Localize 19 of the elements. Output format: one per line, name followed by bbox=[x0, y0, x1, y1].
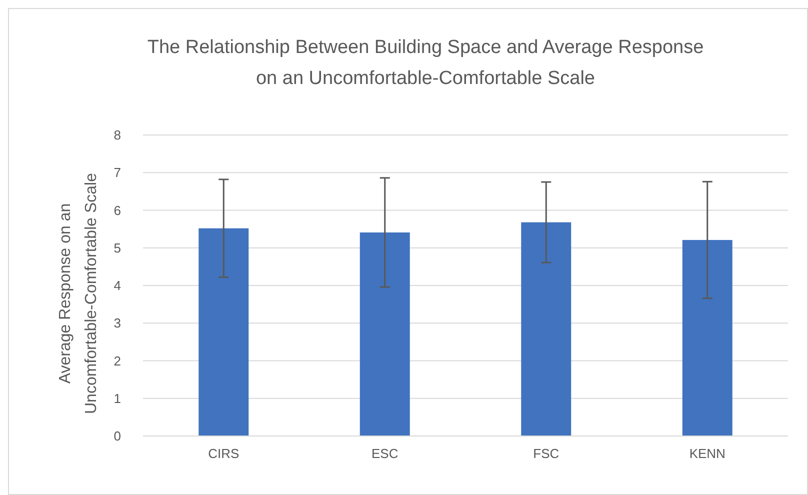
x-tick-label: KENN bbox=[689, 446, 726, 461]
y-tick-label: 5 bbox=[114, 240, 121, 256]
x-tick-label: ESC bbox=[372, 446, 398, 461]
y-tick-label: 6 bbox=[114, 202, 121, 218]
chart-title: The Relationship Between Building Space and Average Response on an Uncomfortable-Comfortable Scale bbox=[147, 37, 704, 89]
y-tick-label: 0 bbox=[114, 428, 121, 444]
y-axis-title: Average Response on an Uncomfortable-Comfortable Scale bbox=[57, 172, 100, 414]
bar bbox=[360, 232, 410, 436]
y-tick-label: 1 bbox=[114, 390, 121, 406]
y-tick-label: 7 bbox=[114, 165, 121, 180]
y-tick-label: 2 bbox=[114, 353, 121, 368]
bar bbox=[682, 240, 732, 436]
bar bbox=[198, 228, 249, 436]
y-tick-label: 4 bbox=[114, 278, 121, 294]
y-tick-label: 3 bbox=[114, 316, 121, 331]
bar bbox=[521, 222, 572, 436]
x-tick-label: FSC bbox=[533, 446, 560, 461]
x-tick-label: CIRS bbox=[208, 446, 240, 461]
y-tick-label: 8 bbox=[114, 128, 121, 143]
